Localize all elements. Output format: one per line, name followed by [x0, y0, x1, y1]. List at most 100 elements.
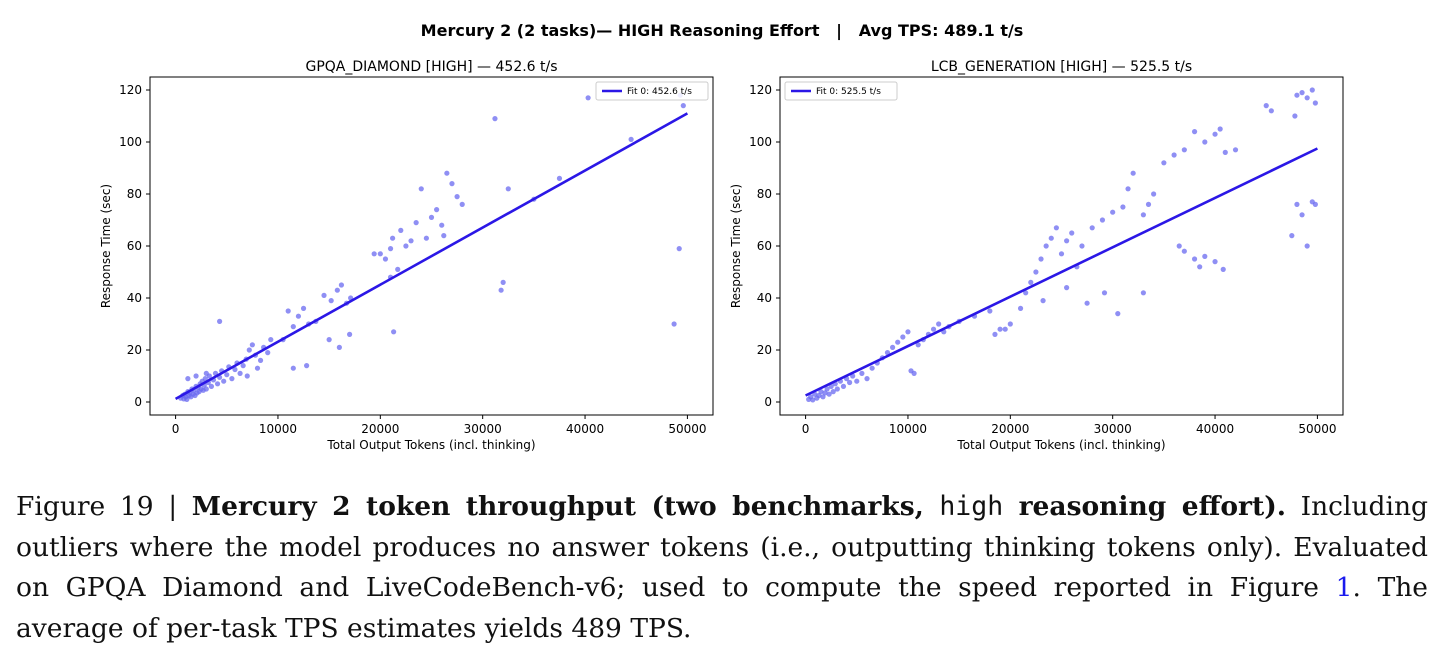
data-point	[1191, 256, 1198, 262]
data-point	[1309, 87, 1315, 93]
data-point	[1002, 326, 1008, 332]
data-point	[585, 95, 591, 101]
data-point	[1007, 321, 1013, 327]
data-point	[1017, 305, 1024, 311]
data-point	[434, 207, 440, 213]
data-point	[1033, 269, 1039, 275]
y-axis-label: Response Time (sec)	[99, 184, 113, 308]
data-point	[900, 334, 906, 340]
data-point	[1202, 253, 1208, 259]
data-point	[265, 350, 271, 356]
data-point	[822, 390, 828, 396]
data-point	[428, 214, 435, 220]
data-point	[1263, 103, 1269, 109]
data-point	[390, 235, 396, 241]
caption-figure-label: Figure 19 |	[16, 491, 192, 522]
data-point	[300, 305, 307, 311]
y-tick-label: 100	[749, 135, 772, 149]
x-tick-label: 40000	[1196, 422, 1234, 436]
data-point	[408, 238, 414, 244]
data-point	[1099, 217, 1106, 223]
data-point	[184, 396, 190, 402]
data-point	[869, 365, 875, 371]
data-point	[217, 318, 223, 324]
data-point	[498, 287, 504, 293]
chart-panel-0: GPQA_DIAMOND [HIGH] — 452.6 t/s 0 10000 200…	[99, 59, 714, 452]
data-point	[382, 256, 389, 262]
data-point	[1212, 259, 1218, 265]
data-point	[905, 329, 911, 335]
x-axis-label: Total Output Tokens (incl. thinking)	[956, 438, 1165, 452]
data-point	[208, 383, 215, 389]
legend: Fit 0: 452.6 t/s	[595, 81, 709, 101]
chart-title: GPQA_DIAMOND [HIGH] — 452.6 t/s	[305, 59, 557, 75]
data-point	[1140, 212, 1146, 218]
data-point	[1268, 108, 1274, 114]
y-tick-label: 0	[134, 395, 142, 409]
data-point	[290, 324, 296, 330]
data-point	[997, 326, 1003, 332]
data-point	[816, 392, 822, 399]
data-point	[254, 365, 261, 371]
caption-figure-ref-link[interactable]: 1	[1335, 572, 1353, 603]
data-point	[895, 339, 901, 345]
data-point	[992, 331, 998, 337]
data-point	[454, 194, 460, 200]
data-point	[326, 337, 332, 343]
data-point	[492, 116, 498, 122]
data-point	[423, 235, 429, 241]
data-point	[930, 326, 937, 332]
data-point	[1181, 248, 1187, 254]
data-point	[1120, 204, 1126, 210]
x-tick-label: 50000	[668, 422, 706, 436]
data-point	[237, 370, 243, 376]
data-point	[556, 175, 563, 181]
data-point	[403, 243, 409, 249]
data-point	[1197, 264, 1203, 270]
x-tick-label: 20000	[361, 422, 399, 436]
x-tick-label: 30000	[464, 422, 502, 436]
y-tick-label: 120	[749, 83, 772, 97]
data-point	[628, 136, 634, 142]
legend-box	[595, 81, 709, 101]
figure-caption: Figure 19 | Mercury 2 token throughput (…	[16, 487, 1428, 649]
data-point	[1064, 285, 1070, 291]
data-point	[1038, 256, 1044, 262]
data-point	[338, 282, 345, 288]
y-tick-label: 0	[764, 395, 772, 409]
data-point	[987, 308, 993, 314]
data-point	[1289, 233, 1295, 239]
data-point	[1191, 129, 1198, 135]
data-point	[1023, 290, 1029, 296]
data-point	[1064, 238, 1070, 244]
caption-bold-pre: Mercury 2 token throughput (two benchmar…	[191, 491, 940, 522]
data-point	[229, 376, 235, 382]
x-tick-label: 0	[172, 422, 180, 436]
data-point	[244, 373, 250, 379]
data-point	[1110, 209, 1116, 215]
data-point	[328, 298, 334, 304]
data-point	[285, 308, 291, 314]
data-point	[249, 342, 255, 348]
plot-area	[805, 87, 1318, 403]
y-tick-label: 40	[757, 291, 772, 305]
figure-svg: Mercury 2 (2 tasks)— HIGH Reasoning Effo…	[99, 21, 1344, 452]
x-tick-label: 10000	[259, 422, 297, 436]
data-point	[1222, 149, 1228, 155]
chart-panel-1: LCB_GENERATION [HIGH] — 525.5 t/s 0 10000 2…	[729, 59, 1344, 452]
data-point	[202, 376, 208, 382]
y-tick-label: 100	[119, 135, 142, 149]
data-point	[232, 366, 238, 373]
data-point	[1181, 147, 1187, 153]
legend-label: Fit 0: 525.5 t/s	[816, 87, 881, 97]
data-point	[834, 386, 840, 392]
data-point	[240, 363, 246, 369]
y-tick-label: 60	[757, 239, 772, 253]
data-point	[820, 394, 826, 400]
data-point	[890, 344, 896, 350]
data-point	[830, 389, 836, 395]
data-point	[1299, 90, 1305, 96]
data-point	[1176, 243, 1182, 249]
data-point	[1053, 225, 1059, 231]
y-tick-label: 40	[127, 291, 142, 305]
